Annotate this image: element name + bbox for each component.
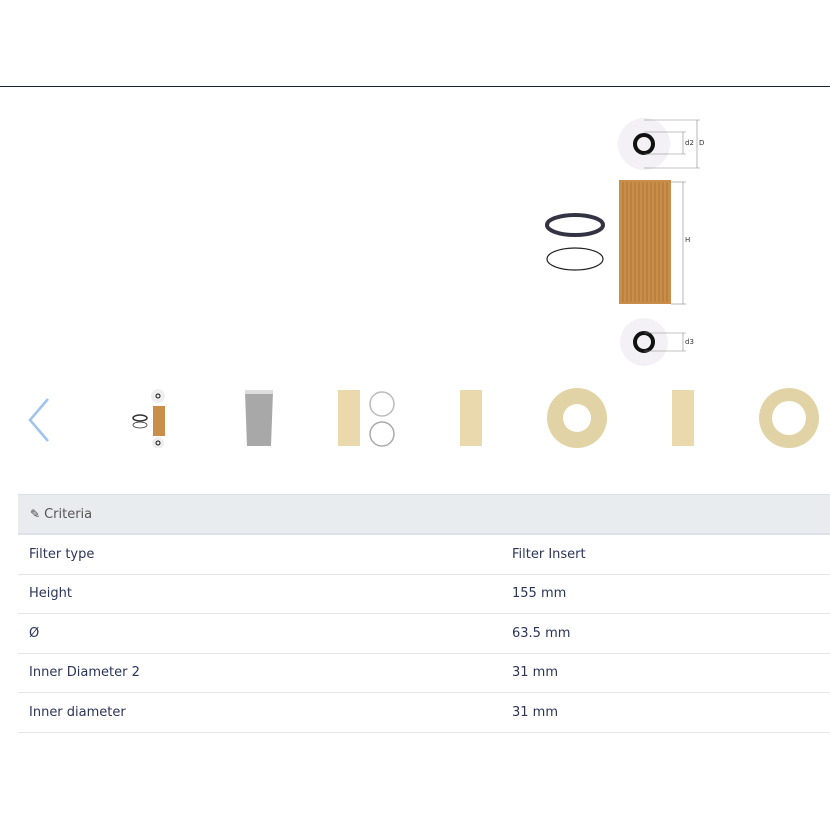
thumbnail-filter-top-2[interactable] <box>736 385 830 451</box>
table-row: Height 155 mm <box>18 575 830 614</box>
row-value: Filter Insert <box>512 546 586 562</box>
thumbnail-filter-side-2[interactable] <box>630 385 736 451</box>
row-value: 155 mm <box>512 586 567 602</box>
header-divider <box>0 86 830 87</box>
thumbnail-filter-grey[interactable] <box>206 385 312 451</box>
row-value: 31 mm <box>512 704 559 720</box>
dim-d3: d3 <box>685 338 694 346</box>
thumbnail-filter-side[interactable] <box>418 385 524 451</box>
thumbnail-strip <box>100 385 830 451</box>
dim-D: D <box>699 139 705 147</box>
dim-H: H <box>685 236 691 244</box>
row-label: Ø <box>29 625 40 641</box>
gallery-prev-button[interactable] <box>24 396 54 444</box>
row-value: 31 mm <box>512 665 559 681</box>
ruler-pencil-icon: ✎ <box>30 507 41 521</box>
table-row: Inner Diameter 2 31 mm <box>18 654 830 693</box>
table-row: Ø 63.5 mm <box>18 614 830 654</box>
dim-d2: d2 <box>685 139 694 147</box>
table-row: Filter type Filter Insert <box>18 535 830 575</box>
thumbnail-filter-top[interactable] <box>524 385 630 451</box>
row-value: 63.5 mm <box>512 625 571 641</box>
thumbnail-filter-with-seals[interactable] <box>312 385 418 451</box>
criteria-header: ✎ Criteria <box>18 494 830 535</box>
criteria-title: Criteria <box>44 506 93 522</box>
row-label: Filter type <box>29 546 95 562</box>
product-image: d2 D H d3 <box>540 112 710 372</box>
table-row: Inner diameter 31 mm <box>18 693 830 733</box>
thumbnail-technical-drawing[interactable] <box>100 385 206 451</box>
criteria-table: ✎ Criteria Filter type Filter Insert Heig… <box>18 494 830 733</box>
row-label: Inner Diameter 2 <box>29 665 140 681</box>
row-label: Inner diameter <box>29 704 126 720</box>
chevron-left-icon <box>28 398 49 442</box>
row-label: Height <box>29 586 72 602</box>
